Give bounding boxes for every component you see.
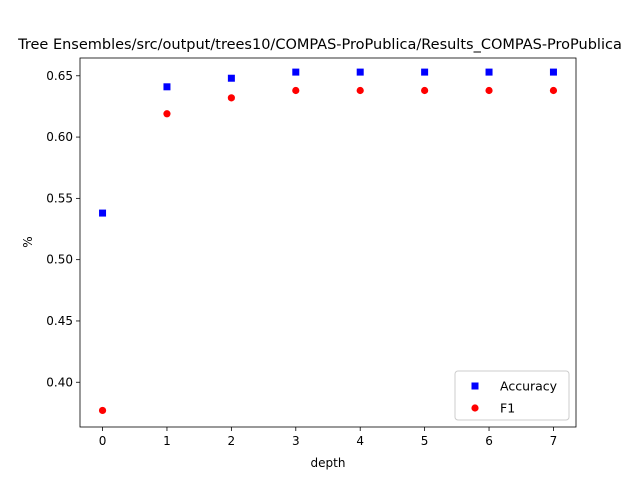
f1-point (227, 94, 235, 102)
accuracy-point (163, 83, 171, 91)
x-axis-label: depth (311, 456, 346, 470)
y-tick-label: 0.50 (46, 253, 73, 267)
y-tick-label: 0.60 (46, 130, 73, 144)
accuracy-point (485, 68, 493, 76)
legend: Accuracy F1 (454, 370, 570, 421)
y-tick-label: 0.65 (46, 69, 73, 83)
axes-frame (79, 57, 577, 428)
legend-marker-accuracy (471, 382, 479, 390)
x-tick-label: 1 (163, 434, 171, 448)
y-tick-label: 0.40 (46, 375, 73, 389)
legend-marker-f1 (471, 404, 479, 412)
f1-point (163, 110, 171, 118)
f1-point (98, 406, 107, 415)
f1-point (292, 86, 300, 95)
y-axis-label: % (21, 236, 35, 247)
y-tick-label: 0.55 (46, 191, 73, 205)
f1-point (549, 86, 558, 95)
x-tick-label: 3 (292, 434, 300, 448)
x-tick-label: 6 (485, 434, 493, 448)
f1-point (356, 86, 364, 95)
chart-title: Tree Ensembles/src/output/trees10/COMPAS… (17, 37, 622, 53)
x-tick-label: 4 (356, 434, 364, 448)
accuracy-point (99, 209, 107, 217)
f1-point (485, 86, 493, 95)
accuracy-point (421, 68, 429, 76)
accuracy-point (549, 68, 557, 76)
accuracy-point (227, 74, 235, 82)
legend-label-f1: F1 (500, 401, 515, 416)
legend-box (454, 370, 570, 421)
x-tick-label: 7 (550, 434, 558, 448)
accuracy-point (356, 68, 364, 76)
f1-point (421, 86, 429, 95)
legend-label-accuracy: Accuracy (500, 379, 558, 394)
y-tick-label: 0.45 (46, 314, 73, 328)
x-tick-label: 2 (228, 434, 236, 448)
x-tick-label: 5 (421, 434, 429, 448)
accuracy-point (292, 68, 300, 76)
plot-area: 0 1 2 3 4 5 6 7 0.40 0.45 0.50 0.55 0.60 0.65 (46, 57, 577, 448)
x-tick-label: 0 (99, 434, 107, 448)
